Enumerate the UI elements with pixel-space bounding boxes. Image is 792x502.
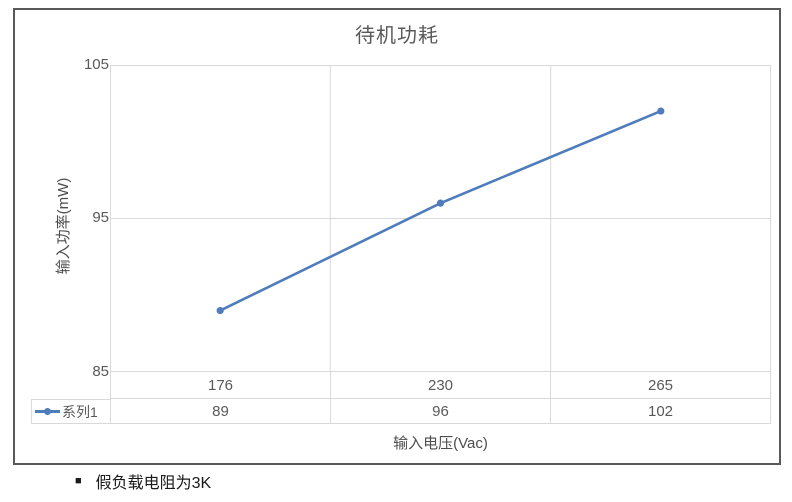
x-axis-title: 输入电压(Vac) xyxy=(393,435,488,452)
legend-cell: 系列1 xyxy=(31,399,110,424)
footnote-text: 假负载电阻为3K xyxy=(95,475,212,492)
y-tick-105: 105 xyxy=(83,56,109,73)
data-table-category-row: 176 230 265 xyxy=(110,372,771,399)
y-tick-95: 95 xyxy=(92,209,109,226)
value-cell: 102 xyxy=(550,399,770,423)
data-table-value-row: 89 96 102 xyxy=(110,399,771,424)
square-bullet-icon: ■ xyxy=(75,475,82,487)
plot-area xyxy=(110,65,771,372)
category-cell: 176 xyxy=(207,376,234,394)
category-cell: 265 xyxy=(550,372,770,398)
category-cell: 230 xyxy=(330,372,550,398)
value-cell: 89 xyxy=(212,402,229,420)
chart-frame: 待机功耗 输入功率(mW) 105 95 85 176 230 265 89 9… xyxy=(13,8,781,465)
footnote: ■ 假负载电阻为3K xyxy=(75,469,211,493)
legend-series-label: 系列1 xyxy=(62,403,98,420)
chart-title: 待机功耗 xyxy=(355,25,439,47)
value-cell: 96 xyxy=(330,399,550,423)
y-tick-85: 85 xyxy=(92,363,109,380)
series-line-marker-icon xyxy=(35,407,60,416)
